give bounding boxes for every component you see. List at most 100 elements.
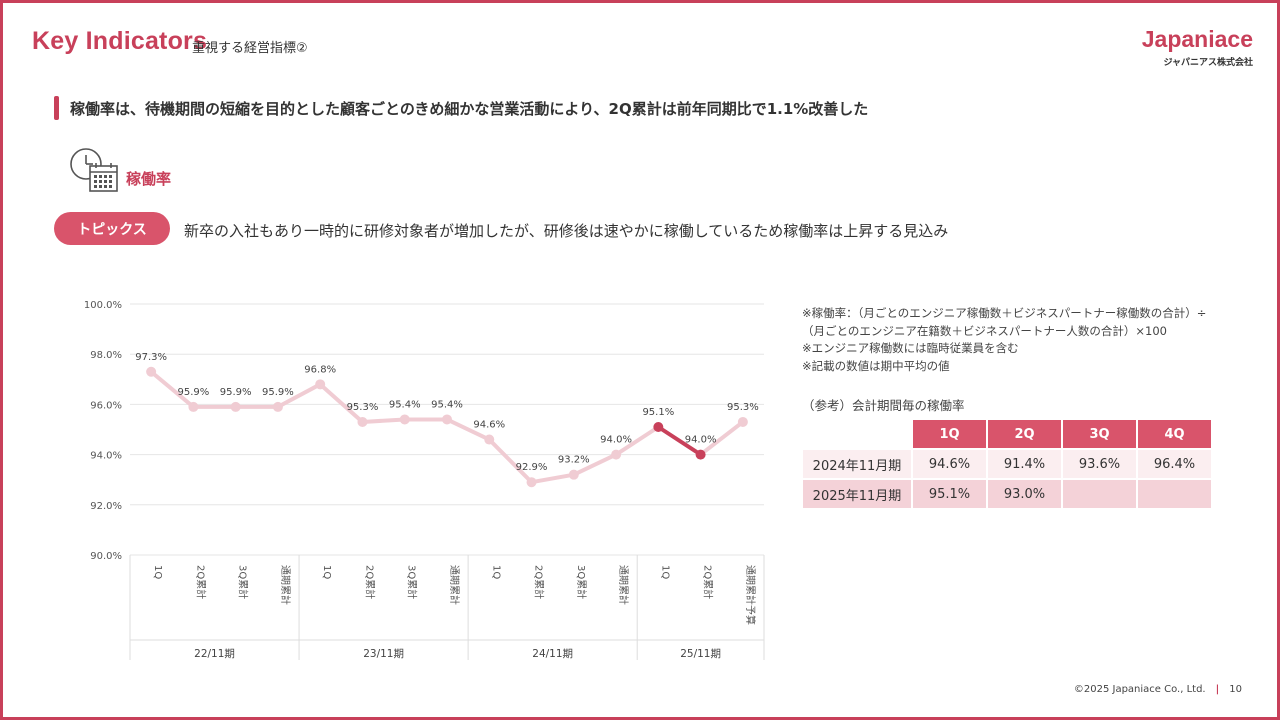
data-label: 95.4% <box>431 399 463 410</box>
data-label: 97.3% <box>135 352 167 363</box>
column-header: 3Q <box>1061 418 1138 450</box>
column-header: 1Q <box>911 418 988 450</box>
data-point <box>188 401 199 412</box>
y-tick-label: 98.0% <box>90 350 122 361</box>
x-tick-label: 通期累計 <box>617 565 630 605</box>
page-subtitle: 重視する経営指標② <box>192 41 308 56</box>
table-cell: 93.0% <box>986 478 1063 510</box>
series-line-segment <box>360 417 407 424</box>
data-point <box>272 401 283 412</box>
data-point <box>230 401 241 412</box>
series-line-segment <box>656 424 703 457</box>
x-tick-label: 通期累計 <box>448 565 461 605</box>
y-tick-label: 90.0% <box>90 551 122 562</box>
x-tick-label: 2Q累計 <box>194 565 207 599</box>
note-line: ※エンジニア稼働数には臨時従業員を含む <box>802 341 1019 355</box>
row-label: 2025年11月期 <box>801 478 913 510</box>
note-line: ※稼働率：（月ごとのエンジニア稼働数＋ビジネスパートナー稼働数の合計）÷ <box>802 306 1207 320</box>
table-row: 2024年11月期 94.6% 91.4% 93.6% 96.4% <box>801 448 1213 480</box>
table-cell: 95.1% <box>911 478 988 510</box>
data-label: 95.9% <box>178 387 210 398</box>
group-label: 25/11期 <box>680 648 721 660</box>
column-header: 2Q <box>986 418 1063 450</box>
data-point <box>695 449 706 460</box>
group-label: 22/11期 <box>194 648 235 660</box>
x-tick-label: 通期累計予算 <box>744 565 757 625</box>
data-label: 95.3% <box>347 402 379 413</box>
table-cell: 91.4% <box>986 448 1063 480</box>
data-label: 95.4% <box>389 399 421 410</box>
data-point <box>442 414 452 425</box>
y-tick-label: 96.0% <box>90 400 122 411</box>
reference-title: （参考）会計期間毎の稼働率 <box>802 398 965 413</box>
notes: ※稼働率：（月ごとのエンジニア稼働数＋ビジネスパートナー稼働数の合計）÷ （月ご… <box>802 305 1206 375</box>
data-point <box>611 449 622 460</box>
utilization-line-chart: 90.0% 92.0% 94.0% 96.0% 98.0% 100.0% 22/11期 23/… <box>84 300 765 660</box>
x-tick-label: 3Q累計 <box>237 565 250 599</box>
x-tick-label: 1Q <box>490 565 501 579</box>
data-label: 94.0% <box>685 435 717 446</box>
x-tick-label: 2Q累計 <box>702 565 715 599</box>
column-header: 4Q <box>1136 418 1213 450</box>
data-point <box>526 477 537 488</box>
kpi-label: 稼働率 <box>126 170 172 188</box>
copyright: ©2025 Japaniace Co., Ltd. <box>1073 684 1206 695</box>
x-tick-label: 1Q <box>659 565 670 579</box>
group-label: 23/11期 <box>363 648 404 660</box>
series-line-segment <box>487 437 534 485</box>
headline: 稼働率は、待機期間の短縮を目的とした顧客ごとのきめ細かな営業活動により、2Q累計… <box>70 100 869 118</box>
table-cell: 93.6% <box>1061 448 1138 480</box>
note-line: （月ごとのエンジニア在籍数＋ビジネスパートナー人数の合計）×100 <box>802 323 1167 338</box>
data-label: 93.2% <box>558 455 590 466</box>
group-label: 24/11期 <box>532 648 573 660</box>
series-line-segment <box>149 369 196 409</box>
x-tick-label: 1Q <box>152 565 163 579</box>
x-tick-label: 2Q累計 <box>533 565 546 599</box>
data-label: 94.0% <box>600 435 632 446</box>
company-name: ジャパニアス株式会社 <box>1163 58 1253 68</box>
series-line-segment <box>318 382 365 424</box>
data-label: 95.9% <box>262 387 294 398</box>
topics-text: 新卒の入社もあり一時的に研修対象者が増加したが、研修後は速やかに稼働しているため… <box>184 222 949 240</box>
x-tick-label: 通期累計 <box>279 565 292 605</box>
y-tick-label: 94.0% <box>90 451 122 462</box>
x-tick-label: 3Q累計 <box>575 565 588 599</box>
data-point <box>315 379 326 390</box>
table-cell <box>1061 478 1138 510</box>
table-cell <box>1136 478 1213 510</box>
data-point <box>146 366 157 377</box>
clock-calendar-icon <box>68 146 120 198</box>
x-tick-label: 2Q累計 <box>363 565 376 599</box>
table-cell: 94.6% <box>911 448 988 480</box>
series-line-segment <box>698 419 745 457</box>
x-tick-label: 3Q累計 <box>406 565 419 599</box>
table-row: 2025年11月期 95.1% 93.0% <box>801 478 1213 510</box>
data-point <box>568 469 579 480</box>
data-label: 95.1% <box>642 407 674 418</box>
data-point <box>737 416 748 427</box>
data-point <box>653 421 664 432</box>
data-label: 92.9% <box>516 462 548 473</box>
y-tick-label: 92.0% <box>90 501 122 512</box>
page-title: Key Indicators <box>32 27 208 55</box>
company-logo: Japaniace <box>1141 26 1253 52</box>
series-line-segment <box>529 472 576 485</box>
data-label: 95.9% <box>220 387 252 398</box>
series-line-segment <box>614 424 661 457</box>
table-cell: 96.4% <box>1136 448 1213 480</box>
data-point <box>484 434 495 445</box>
data-label: 95.3% <box>727 402 759 413</box>
x-tick-label: 1Q <box>321 565 332 579</box>
series-line-segment <box>275 382 323 409</box>
row-label: 2024年11月期 <box>801 448 913 480</box>
topics-badge: トピックス <box>54 212 170 245</box>
data-point <box>357 416 368 427</box>
data-label: 96.8% <box>304 364 336 375</box>
data-label: 94.6% <box>473 420 505 431</box>
reference-table: 1Q 2Q 3Q 4Q 2024年11月期 94.6% 91.4% 93.6% … <box>801 418 1213 510</box>
note-line: ※記載の数値は期中平均の値 <box>802 358 950 373</box>
data-point <box>399 414 410 425</box>
y-tick-label: 100.0% <box>84 300 122 311</box>
series-line-segment <box>571 452 619 477</box>
page-number: 10 <box>1229 684 1242 695</box>
